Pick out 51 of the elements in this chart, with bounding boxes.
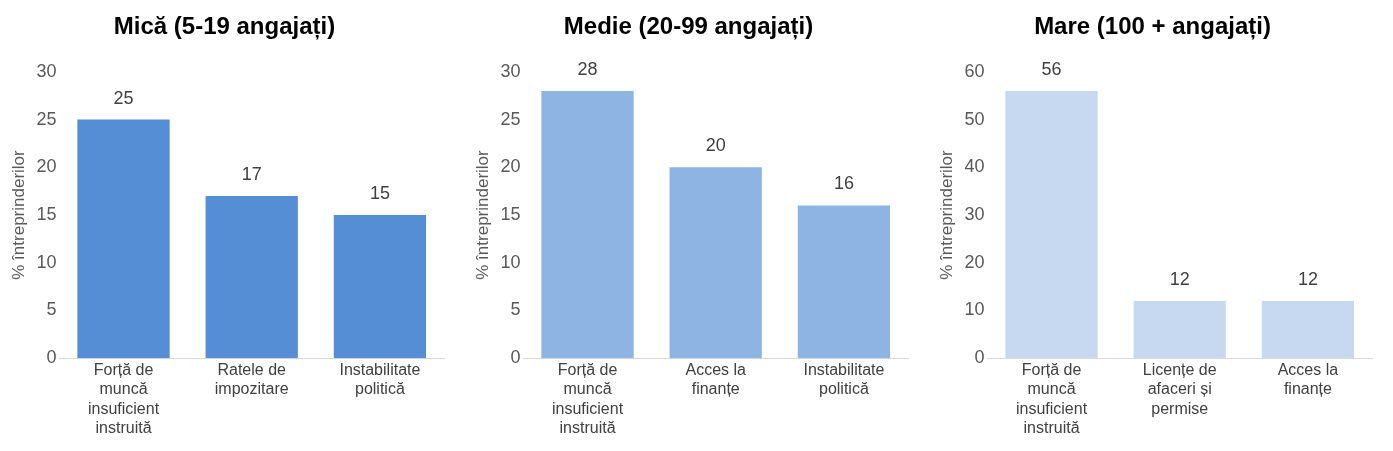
data-label: 12 — [1169, 268, 1190, 289]
bar — [669, 167, 762, 359]
y-tick-label: 5 — [510, 299, 521, 320]
chart-title: Mare (100 + angajați) — [1034, 12, 1271, 41]
y-tick-label: 10 — [964, 299, 985, 320]
data-label: 12 — [1297, 268, 1318, 289]
data-label: 56 — [1041, 58, 1062, 79]
bar — [797, 205, 891, 359]
y-tick-label: 0 — [510, 347, 521, 368]
x-tick-label: Acces la finanțe — [685, 361, 747, 398]
y-axis-title: % întreprinderilor — [8, 149, 28, 280]
y-tick-label: 10 — [500, 251, 521, 272]
y-tick-label: 30 — [36, 60, 57, 81]
bar — [205, 195, 298, 359]
y-tick-label: 15 — [500, 203, 521, 224]
x-tick-label: Forță de muncă insuficient instruită — [87, 361, 160, 436]
data-label: 16 — [833, 173, 854, 194]
x-tick-label: Forță de muncă insuficient instruită — [551, 361, 624, 436]
y-tick-label: 25 — [36, 108, 57, 129]
x-tick-label: Licențe de afaceri și permise — [1142, 361, 1217, 417]
data-label: 15 — [369, 182, 390, 203]
y-tick-label: 0 — [974, 347, 985, 368]
bar — [77, 119, 170, 359]
x-tick-label: Acces la finanțe — [1277, 361, 1339, 398]
data-label: 20 — [705, 135, 726, 156]
y-tick-label: 25 — [500, 108, 521, 129]
x-tick-label: Instabilitate politică — [339, 361, 421, 398]
y-axis-title: % întreprinderilor — [472, 149, 492, 280]
y-tick-label: 40 — [964, 156, 985, 177]
y-tick-label: 60 — [964, 60, 985, 81]
data-label: 25 — [113, 87, 134, 108]
x-tick-label: Forță de muncă insuficient instruită — [1015, 361, 1088, 436]
y-tick-label: 15 — [36, 203, 57, 224]
y-tick-label: 5 — [46, 299, 57, 320]
data-label: 28 — [577, 58, 598, 79]
y-tick-label: 0 — [46, 347, 57, 368]
chart-title: Medie (20-99 angajați) — [563, 12, 814, 41]
data-label: 17 — [241, 163, 262, 184]
y-tick-label: 50 — [964, 108, 985, 129]
y-axis-title: % întreprinderilor — [936, 149, 956, 280]
bar — [541, 90, 634, 359]
y-tick-label: 20 — [964, 251, 985, 272]
y-tick-label: 20 — [36, 156, 57, 177]
y-tick-label: 30 — [500, 60, 521, 81]
chart-title: Mică (5-19 angajați) — [113, 12, 336, 41]
y-tick-label: 10 — [36, 251, 57, 272]
y-tick-label: 20 — [500, 156, 521, 177]
bar — [333, 215, 427, 359]
y-tick-label: 30 — [964, 203, 985, 224]
x-tick-label: Ratele de impozitare — [214, 361, 289, 398]
x-tick-label: Instabilitate politică — [803, 361, 885, 398]
